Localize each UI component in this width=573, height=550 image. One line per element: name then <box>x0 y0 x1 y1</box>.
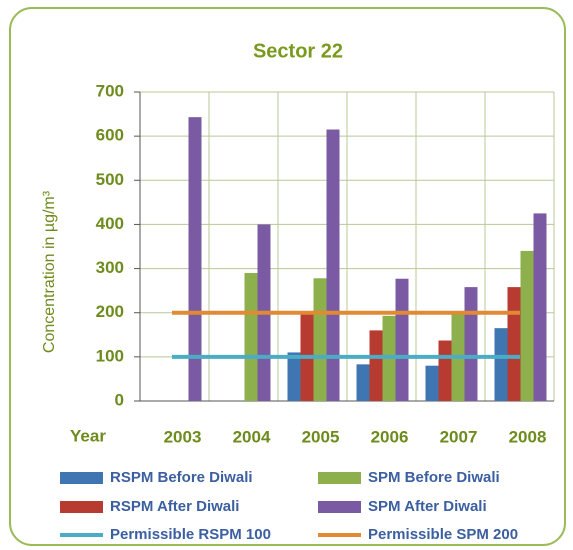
y-tick-label: 600 <box>96 126 124 145</box>
legend-swatch <box>60 472 103 484</box>
legend-label: Permissible RSPM 100 <box>110 526 271 543</box>
y-tick-label: 300 <box>96 258 124 277</box>
bar <box>438 340 452 401</box>
bar <box>287 352 301 401</box>
bar <box>520 250 534 401</box>
legend-label: SPM Before Diwali <box>368 469 500 486</box>
y-tick-label: 700 <box>96 81 124 100</box>
x-tick-label: 2007 <box>440 427 478 446</box>
legend-swatch <box>318 501 361 513</box>
bar <box>369 330 383 401</box>
y-tick-label: 200 <box>96 302 124 321</box>
bar <box>313 278 327 401</box>
x-tick-label: 2004 <box>233 427 271 446</box>
x-tick-label: 2005 <box>302 427 340 446</box>
legend-label: RSPM Before Diwali <box>110 469 253 486</box>
legend-swatch <box>318 472 361 484</box>
x-axis-label: Year <box>70 426 106 445</box>
frame <box>9 7 566 546</box>
bar <box>425 365 439 401</box>
y-tick-label: 500 <box>96 170 124 189</box>
chart-title: Sector 22 <box>253 40 343 62</box>
bar <box>533 213 547 401</box>
y-tick-label: 100 <box>96 346 124 365</box>
legend-swatch <box>60 501 103 513</box>
x-tick-label: 2006 <box>371 427 409 446</box>
bar <box>356 364 370 401</box>
bar <box>464 287 478 401</box>
bar <box>188 117 202 401</box>
y-axis-label: Concentration in µg/m³ <box>41 190 58 353</box>
bar <box>326 129 340 401</box>
bar <box>244 272 258 401</box>
legend-label: SPM After Diwali <box>368 498 487 515</box>
legend-label: Permissible SPM 200 <box>368 526 518 543</box>
bar <box>395 278 409 401</box>
y-tick-label: 400 <box>96 214 124 233</box>
bar <box>507 287 521 401</box>
x-tick-label: 2003 <box>164 427 202 446</box>
x-tick-label: 2008 <box>509 427 547 446</box>
bar <box>494 328 508 401</box>
legend-label: RSPM After Diwali <box>110 498 239 515</box>
y-tick-label: 0 <box>115 390 124 409</box>
